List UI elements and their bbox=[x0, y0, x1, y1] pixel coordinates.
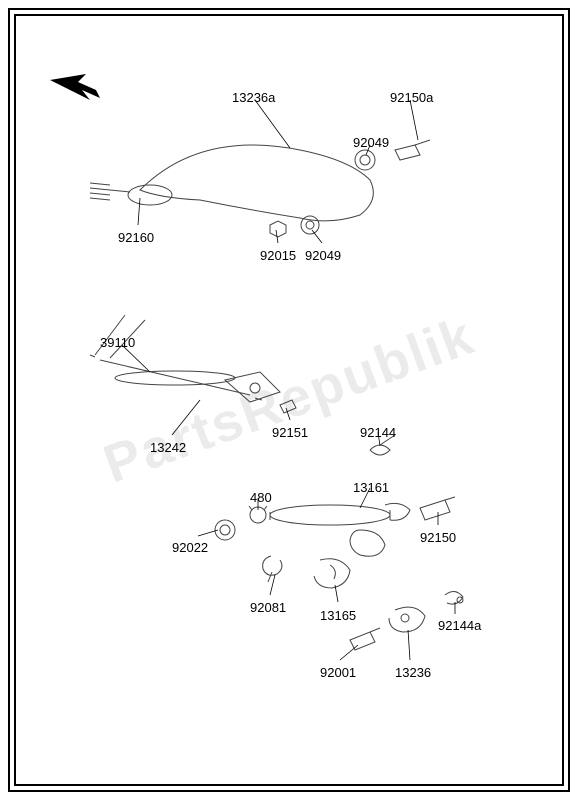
label-13236a: 13236a bbox=[232, 90, 275, 105]
label-39110: 39110 bbox=[100, 335, 135, 350]
label-13165: 13165 bbox=[320, 608, 356, 623]
label-92081: 92081 bbox=[250, 600, 286, 615]
diagram-lineart bbox=[0, 0, 578, 800]
label-92022: 92022 bbox=[172, 540, 208, 555]
label-92144a: 92144a bbox=[438, 618, 481, 633]
label-13161: 13161 bbox=[353, 480, 389, 495]
label-13236: 13236 bbox=[395, 665, 431, 680]
label-92015: 92015 bbox=[260, 248, 296, 263]
label-92144: 92144 bbox=[360, 425, 396, 440]
label-92001: 92001 bbox=[320, 665, 356, 680]
label-92160: 92160 bbox=[118, 230, 154, 245]
label-13242: 13242 bbox=[150, 440, 186, 455]
label-92151: 92151 bbox=[272, 425, 308, 440]
label-92049-mid: 92049 bbox=[305, 248, 341, 263]
label-92150: 92150 bbox=[420, 530, 456, 545]
label-480: 480 bbox=[250, 490, 272, 505]
label-92049-top: 92049 bbox=[353, 135, 389, 150]
label-92150a: 92150a bbox=[390, 90, 433, 105]
